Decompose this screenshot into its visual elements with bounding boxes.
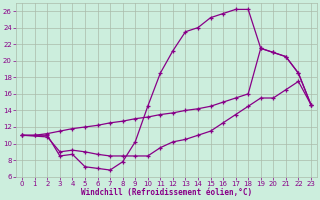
- X-axis label: Windchill (Refroidissement éolien,°C): Windchill (Refroidissement éolien,°C): [81, 188, 252, 197]
